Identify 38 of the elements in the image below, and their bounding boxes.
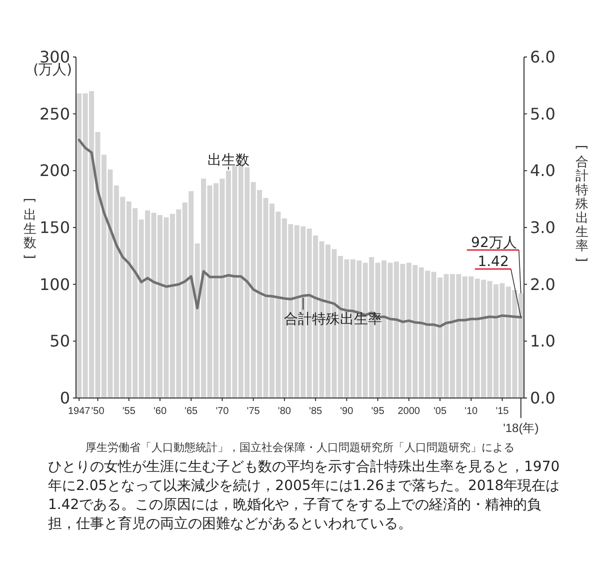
text: ひとりの女性が生涯に生む子ども数の平均を示す合計特殊出生率を見ると，1970年に2.05となって以来減少を続け，2005年には1.26まで落ちた。2018年現在は1.42である。この原因には，晩婚化や，子育てをする上での経済的・精神的負担，仕事と育児の両立の困難などがあるといわれている。: [48, 458, 561, 534]
series-label: 合計特殊出生率: [284, 312, 382, 328]
x-tick-label: '65: [184, 406, 198, 417]
x-tick-label: '70: [216, 406, 230, 417]
x-tick-label: '05: [433, 406, 447, 417]
x-tick-label: '18(年): [503, 421, 539, 435]
y-tick-label: 100: [39, 274, 70, 294]
y2-tick-label: 5.0: [530, 104, 556, 124]
x-tick-label: '60: [153, 406, 167, 417]
line-series: [78, 138, 522, 328]
x-tick-label: '55: [122, 406, 136, 417]
y2-tick-label: 4.0: [530, 161, 556, 180]
x-tick-label: '95: [371, 406, 385, 417]
y-tick-label: 150: [39, 218, 70, 237]
x-tick-label: 2000: [398, 406, 420, 417]
x-tick-label: '15: [496, 406, 510, 417]
text: [合計特殊出生率]: [573, 144, 588, 262]
y2-tick-label: 2.0: [530, 274, 556, 294]
x-tick-label: '90: [340, 406, 354, 417]
y2-tick-label: 6.0: [530, 48, 556, 66]
data-label: 92万人: [471, 235, 517, 251]
y-tick-label: 200: [39, 161, 70, 180]
y2-tick-label: 1.0: [530, 332, 556, 351]
x-tick-label: '75: [246, 406, 260, 417]
data-label: 1.42: [478, 254, 509, 270]
x-tick-label: '50: [91, 406, 105, 417]
y-axis-title: [出生数]: [21, 198, 36, 259]
y2-tick-label: 3.0: [530, 218, 556, 237]
x-tick-label: '10: [464, 406, 478, 417]
y2-tick-label: 0.0: [530, 388, 556, 408]
y-tick-label: 0: [60, 388, 70, 408]
x-tick-label: '80: [278, 406, 292, 417]
x-tick-label: 1947: [68, 406, 91, 417]
y-tick-label: 50: [50, 332, 70, 351]
y-tick-label: 250: [39, 104, 70, 124]
text: 厚生労働省「人口動態統計」，国立社会保障・人口問題研究所「人口問題研究」による: [84, 440, 516, 455]
series-label: 出生数: [207, 152, 250, 169]
x-tick-label: '85: [309, 406, 323, 417]
